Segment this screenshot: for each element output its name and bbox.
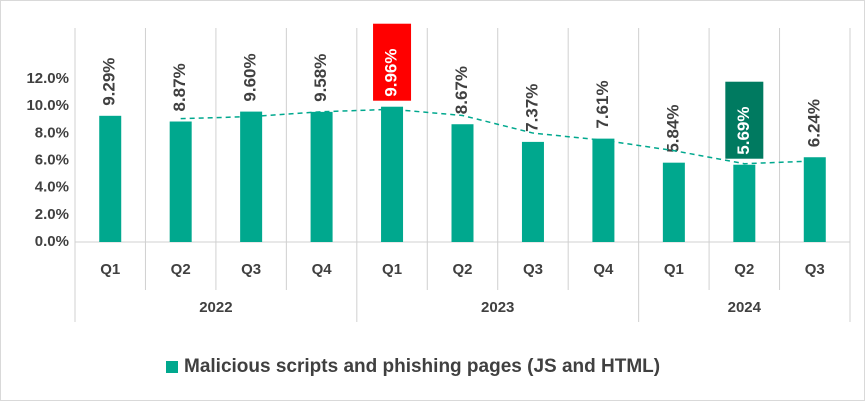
bar — [451, 124, 474, 242]
group-label: 2023 — [481, 299, 514, 316]
y-tick-label: 4.0% — [35, 179, 69, 196]
x-tick-label: Q4 — [312, 261, 333, 278]
data-label: 5.84% — [663, 104, 682, 152]
y-tick-label: 8.0% — [35, 124, 69, 141]
x-tick-label: Q2 — [734, 261, 754, 278]
legend-label: Malicious scripts and phishing pages (JS… — [184, 356, 660, 377]
data-label: 7.61% — [593, 80, 612, 128]
bar — [662, 162, 685, 242]
x-tick-label: Q2 — [171, 261, 191, 278]
legend-swatch — [166, 361, 178, 373]
y-tick-label: 12.0% — [26, 70, 69, 87]
data-label: 9.58% — [311, 54, 330, 102]
bar — [99, 115, 122, 242]
bar — [733, 164, 756, 242]
x-tick-label: Q4 — [593, 261, 614, 278]
label-highlight — [725, 81, 764, 159]
x-tick-label: Q3 — [241, 261, 261, 278]
group-label: 2024 — [728, 299, 762, 316]
group-label: 2022 — [199, 299, 232, 316]
y-tick-label: 6.0% — [35, 151, 69, 168]
bar — [521, 141, 544, 242]
x-tick-label: Q1 — [382, 261, 402, 278]
data-label: 6.24% — [804, 99, 823, 147]
data-label: 9.60% — [241, 53, 260, 101]
y-tick-label: 0.0% — [35, 233, 69, 250]
x-tick-label: Q3 — [805, 261, 825, 278]
data-label: 9.96% — [382, 49, 401, 97]
x-tick-label: Q1 — [664, 261, 684, 278]
trendline — [180, 108, 815, 165]
x-tick-label: Q3 — [523, 261, 543, 278]
data-label: 7.37% — [522, 84, 541, 132]
x-tick-label: Q1 — [100, 261, 120, 278]
data-label: 8.87% — [170, 63, 189, 111]
label-highlight — [373, 23, 412, 101]
bar — [169, 121, 192, 242]
bar — [381, 106, 404, 243]
bar — [803, 157, 826, 242]
data-label: 8.67% — [452, 66, 471, 114]
y-tick-label: 10.0% — [26, 97, 69, 114]
bar — [592, 138, 615, 242]
bar — [240, 111, 263, 242]
data-label: 9.29% — [100, 58, 119, 106]
x-tick-label: Q2 — [452, 261, 472, 278]
bar — [310, 111, 333, 242]
data-label: 5.69% — [734, 107, 753, 155]
y-tick-label: 2.0% — [35, 206, 69, 223]
